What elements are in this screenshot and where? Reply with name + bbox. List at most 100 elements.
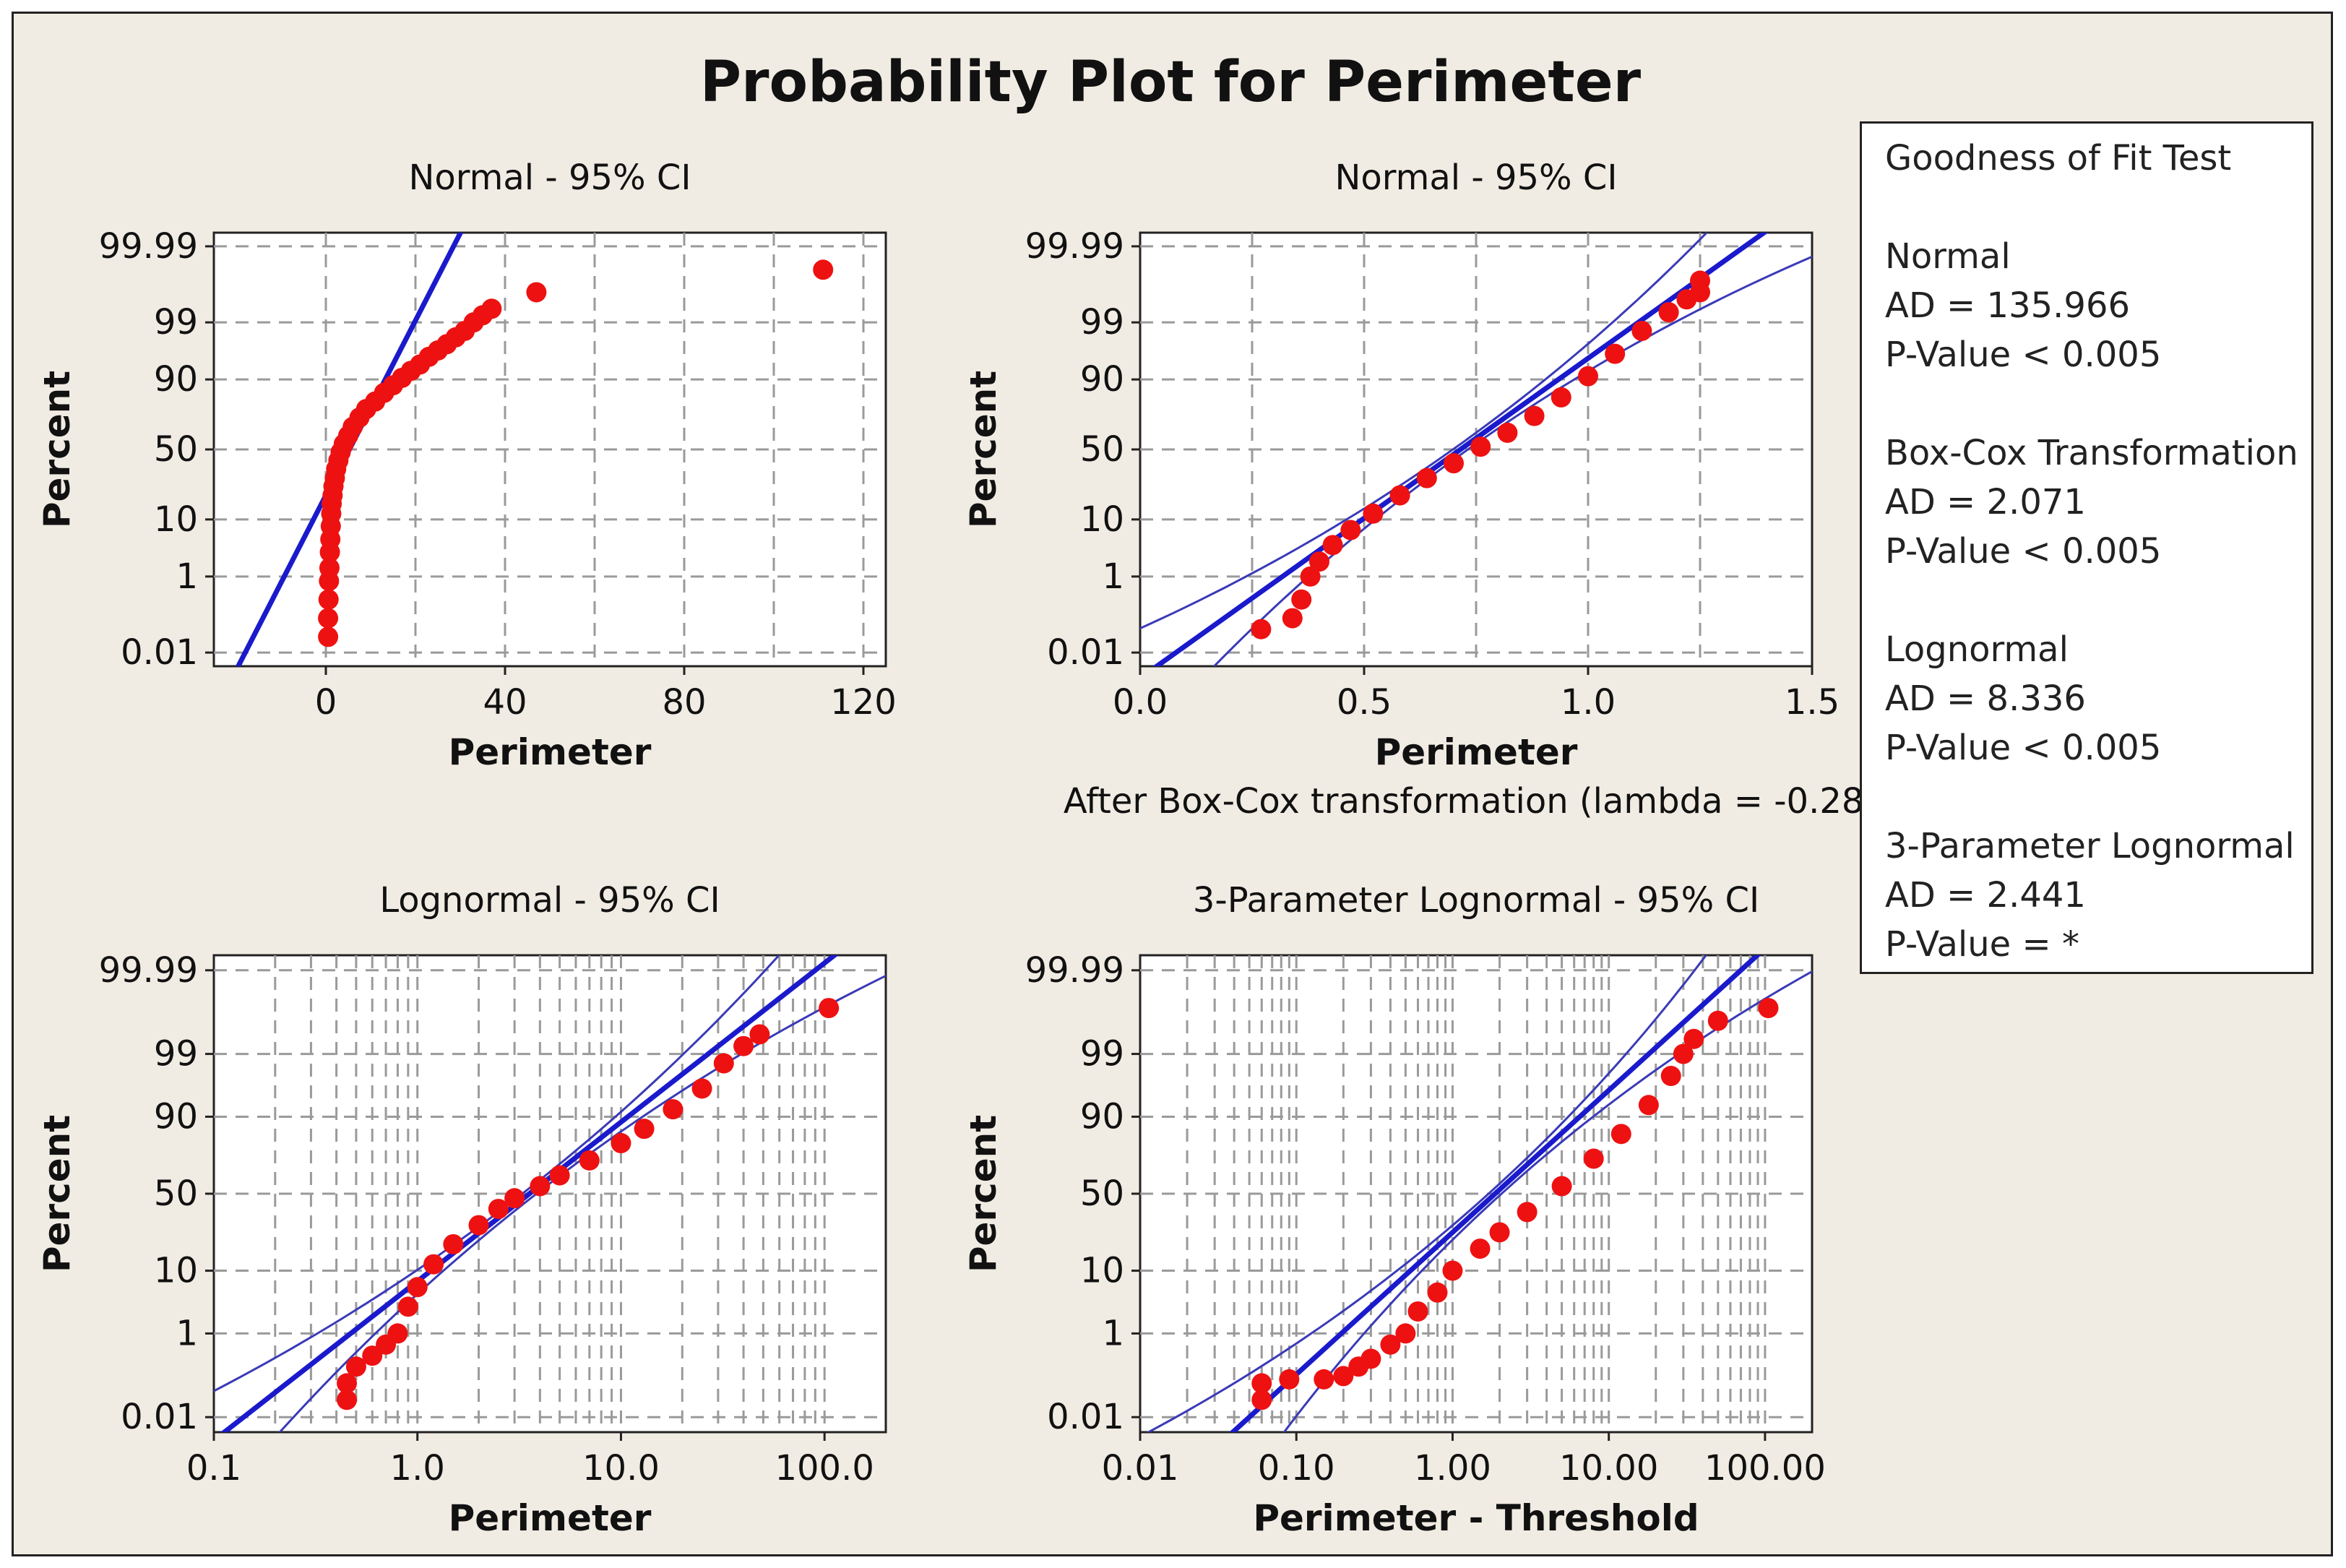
data-point	[1638, 1095, 1659, 1116]
data-point	[337, 1390, 358, 1410]
data-point	[318, 589, 339, 610]
panel-subtitle: Normal - 95% CI	[1334, 158, 1617, 198]
figure-title: Probability Plot for Perimeter	[700, 50, 1642, 115]
x-axis-label: Perimeter - Threshold	[1253, 1497, 1699, 1539]
y-tick-label: 50	[1080, 429, 1124, 470]
data-point	[1416, 468, 1437, 488]
y-tick-label: 99	[154, 1034, 198, 1074]
data-point	[1683, 1028, 1704, 1049]
y-tick-label: 90	[1080, 1096, 1124, 1137]
data-point	[1340, 520, 1361, 540]
y-tick-label: 99	[1080, 302, 1124, 343]
data-point	[407, 1277, 428, 1298]
data-point	[423, 1254, 444, 1275]
data-point	[1251, 619, 1272, 639]
data-point	[1489, 1222, 1510, 1243]
data-point	[1605, 343, 1626, 364]
data-point	[1707, 1010, 1728, 1031]
data-point	[443, 1233, 464, 1254]
x-tick-label: 1.0	[1561, 682, 1616, 723]
gof-test-normal-ad: AD = 135.966	[1885, 285, 2131, 326]
data-point	[1551, 1176, 1572, 1197]
data-point	[1251, 1373, 1272, 1394]
gof-test-3p-lognormal-p: P-Value = *	[1885, 924, 2079, 965]
data-point	[1660, 1066, 1681, 1087]
data-point	[488, 1199, 509, 1220]
gof-test-lognormal-p: P-Value < 0.005	[1885, 728, 2162, 768]
ci-band	[214, 955, 781, 1392]
panel-subtitle: 3-Parameter Lognormal - 95% CI	[1193, 880, 1759, 921]
y-tick-label: 99	[154, 302, 198, 343]
x-tick-label: 80	[662, 682, 706, 723]
data-point	[819, 998, 840, 1019]
y-tick-label: 99.99	[99, 226, 198, 267]
data-point	[1314, 1369, 1334, 1390]
data-point	[318, 608, 339, 629]
y-tick-label: 50	[154, 429, 198, 470]
data-point	[713, 1053, 734, 1074]
data-point	[1497, 422, 1518, 443]
x-axis-label: Perimeter	[449, 731, 652, 773]
data-point	[1427, 1282, 1448, 1303]
y-tick-label: 10	[1080, 499, 1124, 540]
gof-test-3p-lognormal-name: 3-Parameter Lognormal	[1885, 826, 2295, 866]
y-axis-label: Percent	[962, 371, 1004, 528]
data-point	[1631, 320, 1652, 341]
data-point	[319, 558, 340, 579]
data-point	[1322, 535, 1343, 556]
x-tick-label: 10.0	[582, 1448, 660, 1489]
x-tick-label: 0	[315, 682, 337, 723]
data-point	[1309, 551, 1329, 572]
y-tick-label: 99	[1080, 1034, 1124, 1074]
y-tick-label: 0.01	[121, 1397, 198, 1437]
y-tick-label: 1	[1102, 1313, 1124, 1353]
x-tick-label: 1.00	[1414, 1448, 1491, 1489]
y-tick-label: 10	[154, 499, 198, 540]
probability-plot-panel-2: 0.01 1 10 50 90 99 99.99 0.0 0.5 1.0 1.5 Normal - 9…	[962, 158, 1840, 773]
y-tick-label: 50	[1080, 1173, 1124, 1214]
data-point	[362, 1345, 383, 1366]
data-point	[1610, 1124, 1631, 1145]
y-tick-label: 50	[154, 1173, 198, 1214]
goodness-of-fit-legend: Goodness of Fit Test Normal AD = 135.966…	[1860, 121, 2313, 974]
y-tick-label: 1	[176, 556, 198, 597]
data-point	[397, 1296, 418, 1317]
y-axis-label: Percent	[36, 1115, 78, 1272]
y-axis-label: Percent	[36, 371, 78, 528]
plot-content	[235, 233, 834, 666]
x-tick-label: 120	[830, 682, 897, 723]
x-tick-label: 1.0	[390, 1448, 445, 1489]
data-point	[1407, 1301, 1428, 1322]
data-point	[634, 1119, 655, 1140]
gof-test-lognormal-ad: AD = 8.336	[1885, 679, 2086, 719]
x-tick-label: 10.00	[1559, 1448, 1658, 1489]
gof-test-normal-name: Normal	[1885, 236, 2011, 277]
data-point	[530, 1176, 551, 1197]
y-tick-label: 10	[154, 1251, 198, 1291]
plot-content	[214, 955, 886, 1432]
panel-subtitle: Normal - 95% CI	[408, 158, 691, 198]
data-point	[1673, 1043, 1694, 1064]
data-point	[691, 1078, 712, 1099]
y-tick-label: 90	[154, 359, 198, 400]
x-axis-label: Perimeter	[1375, 731, 1578, 773]
data-point	[1444, 453, 1464, 474]
data-point	[1658, 302, 1679, 323]
data-point	[526, 282, 547, 303]
y-tick-label: 90	[1080, 359, 1124, 400]
data-point	[579, 1150, 600, 1171]
gof-test-3p-lognormal-ad: AD = 2.441	[1885, 875, 2086, 916]
probability-plot-panel-1: 0.01 1 10 50 90 99 99.99 0 40 80 120 Normal - 95% C…	[36, 158, 897, 773]
y-tick-label: 0.01	[1047, 1397, 1124, 1437]
data-point	[1279, 1369, 1300, 1390]
data-point	[1583, 1148, 1604, 1169]
data-point	[1470, 436, 1491, 457]
data-point	[1389, 485, 1410, 506]
data-point	[1551, 387, 1571, 408]
gof-test-boxcox-ad: AD = 2.071	[1885, 482, 2086, 522]
plot-content	[1140, 233, 1812, 666]
data-point	[1360, 1348, 1381, 1369]
data-point	[1380, 1334, 1401, 1355]
data-point	[733, 1035, 754, 1056]
